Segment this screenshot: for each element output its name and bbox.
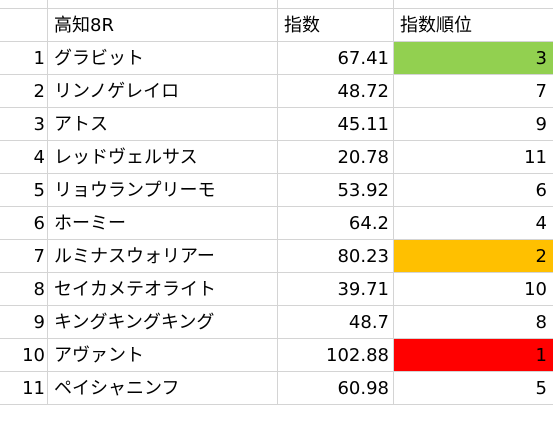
index-rank-cell[interactable]: 1: [394, 339, 553, 372]
table-row: 2 リンノゲレイロ 48.72 7: [0, 75, 553, 108]
table-row: 3 アトス 45.11 9: [0, 108, 553, 141]
header-name-cell[interactable]: 高知8R: [48, 9, 278, 42]
index-rank-cell[interactable]: 5: [394, 372, 553, 405]
row-number-cell[interactable]: 7: [0, 240, 48, 273]
horse-name-cell[interactable]: リンノゲレイロ: [48, 75, 278, 108]
horse-name-cell[interactable]: キングキングキング: [48, 306, 278, 339]
table-row: 8 セイカメテオライト 39.71 10: [0, 273, 553, 306]
index-rank-cell[interactable]: 2: [394, 240, 553, 273]
cell[interactable]: [0, 0, 48, 9]
table-row: 11 ペイシャニンフ 60.98 5: [0, 372, 553, 405]
table-row: 7 ルミナスウォリアー 80.23 2: [0, 240, 553, 273]
horse-name-cell[interactable]: アヴァント: [48, 339, 278, 372]
horse-name-cell[interactable]: ホーミー: [48, 207, 278, 240]
row-number-cell[interactable]: 6: [0, 207, 48, 240]
index-value-cell[interactable]: 20.78: [278, 141, 394, 174]
header-row: 高知8R 指数 指数順位: [0, 9, 553, 42]
row-number-cell[interactable]: 5: [0, 174, 48, 207]
cell[interactable]: [48, 0, 278, 9]
index-value-cell[interactable]: 60.98: [278, 372, 394, 405]
index-value-cell[interactable]: 80.23: [278, 240, 394, 273]
index-value-cell[interactable]: 48.72: [278, 75, 394, 108]
row-number-cell[interactable]: 11: [0, 372, 48, 405]
index-value-cell[interactable]: 39.71: [278, 273, 394, 306]
row-number-cell[interactable]: 4: [0, 141, 48, 174]
horse-name-cell[interactable]: ペイシャニンフ: [48, 372, 278, 405]
horse-name-cell[interactable]: セイカメテオライト: [48, 273, 278, 306]
index-rank-cell[interactable]: 4: [394, 207, 553, 240]
partial-top-row: [0, 0, 553, 9]
row-number-cell[interactable]: 9: [0, 306, 48, 339]
horse-name-cell[interactable]: グラビット: [48, 42, 278, 75]
index-value-cell[interactable]: 67.41: [278, 42, 394, 75]
table-row: 4 レッドヴェルサス 20.78 11: [0, 141, 553, 174]
row-number-cell[interactable]: 1: [0, 42, 48, 75]
row-number-cell[interactable]: [0, 9, 48, 42]
index-rank-cell[interactable]: 8: [394, 306, 553, 339]
cell[interactable]: [278, 0, 394, 9]
index-rank-cell[interactable]: 7: [394, 75, 553, 108]
row-number-cell[interactable]: 2: [0, 75, 48, 108]
table-row: 1 グラビット 67.41 3: [0, 42, 553, 75]
index-value-cell[interactable]: 45.11: [278, 108, 394, 141]
row-number-cell[interactable]: 3: [0, 108, 48, 141]
index-value-cell[interactable]: 102.88: [278, 339, 394, 372]
table-row: 6 ホーミー 64.2 4: [0, 207, 553, 240]
row-number-cell[interactable]: 10: [0, 339, 48, 372]
table-row: 5 リョウランプリーモ 53.92 6: [0, 174, 553, 207]
index-rank-cell[interactable]: 11: [394, 141, 553, 174]
horse-name-cell[interactable]: リョウランプリーモ: [48, 174, 278, 207]
index-value-cell[interactable]: 53.92: [278, 174, 394, 207]
index-rank-cell[interactable]: 6: [394, 174, 553, 207]
table-row: 9 キングキングキング 48.7 8: [0, 306, 553, 339]
index-rank-cell[interactable]: 10: [394, 273, 553, 306]
header-index-cell[interactable]: 指数: [278, 9, 394, 42]
row-number-cell[interactable]: 8: [0, 273, 48, 306]
table-row: 10 アヴァント 102.88 1: [0, 339, 553, 372]
horse-name-cell[interactable]: レッドヴェルサス: [48, 141, 278, 174]
index-value-cell[interactable]: 64.2: [278, 207, 394, 240]
cell[interactable]: [394, 0, 553, 9]
header-rank-cell[interactable]: 指数順位: [394, 9, 553, 42]
index-rank-cell[interactable]: 3: [394, 42, 553, 75]
horse-name-cell[interactable]: アトス: [48, 108, 278, 141]
index-rank-cell[interactable]: 9: [394, 108, 553, 141]
index-value-cell[interactable]: 48.7: [278, 306, 394, 339]
horse-name-cell[interactable]: ルミナスウォリアー: [48, 240, 278, 273]
